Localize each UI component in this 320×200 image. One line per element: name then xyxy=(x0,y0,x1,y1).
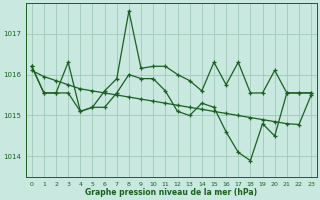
X-axis label: Graphe pression niveau de la mer (hPa): Graphe pression niveau de la mer (hPa) xyxy=(85,188,258,197)
